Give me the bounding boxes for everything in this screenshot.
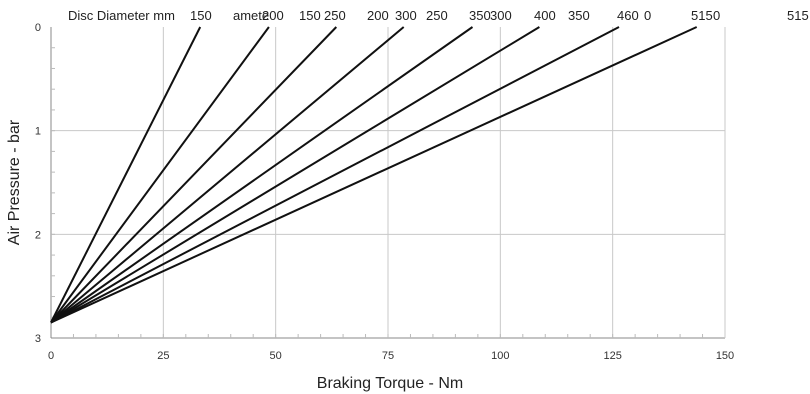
y-tick-label: 2 bbox=[35, 229, 41, 241]
header-label: 0 bbox=[713, 8, 720, 23]
y-axis-title: Air Pressure - bar bbox=[6, 119, 23, 245]
x-tick-label: 75 bbox=[382, 350, 394, 362]
header-label: 200 bbox=[262, 8, 284, 23]
series-line-350 bbox=[50, 26, 474, 324]
y-tick-label: 3 bbox=[35, 333, 41, 345]
series-lines bbox=[50, 26, 698, 324]
header-label: 400 bbox=[534, 8, 556, 23]
header-label: 250 bbox=[324, 8, 346, 23]
plot-frame bbox=[50, 27, 726, 339]
header-label: 150 bbox=[190, 8, 212, 23]
series-line-460 bbox=[50, 26, 620, 324]
x-tick-label: 100 bbox=[491, 350, 509, 362]
axis-ticks: 0 25 50 75 100 125 150 0 1 2 3 bbox=[35, 22, 734, 362]
header-label: 350 bbox=[568, 8, 590, 23]
header-label: 0 bbox=[644, 8, 651, 23]
header-label: 150 bbox=[299, 8, 321, 23]
x-tick-label: 150 bbox=[716, 350, 734, 362]
header-label: 250 bbox=[426, 8, 448, 23]
x-tick-label: 25 bbox=[157, 350, 169, 362]
x-axis-title: Braking Torque - Nm bbox=[317, 375, 463, 392]
y-tick-label: 0 bbox=[35, 22, 41, 34]
series-line-200 bbox=[50, 26, 270, 324]
header-label: Disc Diameter mm bbox=[68, 8, 175, 23]
grid bbox=[51, 27, 725, 338]
header-label: 460 bbox=[617, 8, 639, 23]
header-label: 300 bbox=[395, 8, 417, 23]
series-line-400 bbox=[50, 26, 540, 324]
x-tick-label: 125 bbox=[603, 350, 621, 362]
header-label: 515 bbox=[787, 8, 809, 23]
x-tick-label: 0 bbox=[48, 350, 54, 362]
header-label: 350 bbox=[469, 8, 491, 23]
header-label: 515 bbox=[691, 8, 713, 23]
series-line-515 bbox=[50, 26, 698, 324]
series-line-250 bbox=[50, 26, 338, 324]
header-label: amete bbox=[233, 8, 269, 23]
series-line-150 bbox=[50, 26, 202, 323]
series-line-300 bbox=[50, 26, 405, 324]
y-tick-label: 1 bbox=[35, 126, 41, 138]
header-label: 300 bbox=[490, 8, 512, 23]
header-label: 200 bbox=[367, 8, 389, 23]
x-tick-label: 50 bbox=[270, 350, 282, 362]
